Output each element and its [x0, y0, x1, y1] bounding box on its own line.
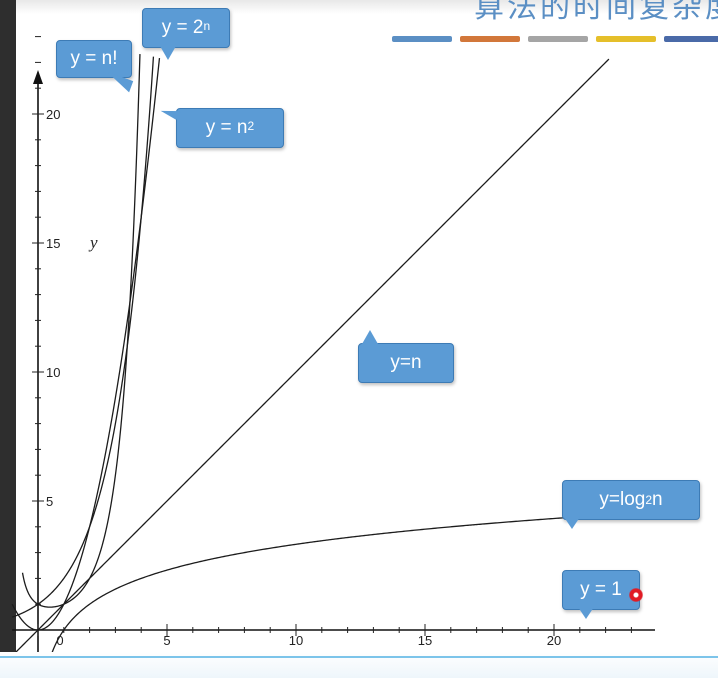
series-line-square: [11, 58, 161, 631]
bubble-factorial-text: y = n!: [70, 48, 118, 69]
bubble-linear: y=n: [358, 343, 454, 383]
y-tick-label: 10: [46, 365, 60, 380]
bubble-logarithmic-tail: [564, 517, 580, 529]
x-tick-label: 15: [418, 633, 432, 648]
title-decoration-bars: [392, 36, 718, 42]
bubble-quadratic-sup: 2: [247, 119, 255, 133]
y-axis-arrow: [33, 70, 43, 84]
bubble-logarithmic-suffix: n: [652, 489, 663, 510]
bubble-constant: y = 1: [562, 570, 640, 610]
title-bar-1: [392, 36, 452, 42]
x-tick-label: 5: [163, 633, 170, 648]
y-tick-label: 15: [46, 236, 60, 251]
bubble-logarithmic-text: y=log: [599, 489, 646, 510]
title-bar-3: [528, 36, 588, 42]
x-tick-label: 0: [56, 633, 63, 648]
chart-axes: [12, 36, 655, 676]
chart-tick-labels: 0 5 10 15 20 5 10 15 20 y: [46, 107, 561, 648]
series-line-factorial: [21, 54, 141, 608]
bubble-logarithmic-sub: 2: [645, 493, 653, 507]
bubble-linear-text: y=n: [390, 352, 422, 373]
y-tick-label: 20: [46, 107, 60, 122]
title-bar-2: [460, 36, 520, 42]
series-line-log2: [46, 512, 632, 668]
y-axis-label: y: [88, 233, 98, 252]
bubble-exponential-tail: [160, 46, 176, 60]
x-tick-label: 10: [289, 633, 303, 648]
slide-title: 算法的时间复杂度: [474, 0, 718, 25]
x-tick-label: 20: [547, 633, 561, 648]
bubble-linear-tail: [362, 330, 378, 344]
y-tick-label: 5: [46, 494, 53, 509]
bubble-logarithmic: y=log 2 n: [562, 480, 700, 520]
title-bar-4: [596, 36, 656, 42]
series-line-identity: [11, 58, 610, 657]
bubble-quadratic-text: y = n: [205, 117, 248, 138]
bubble-exponential-sup: n: [203, 19, 211, 33]
bubble-factorial: y = n!: [56, 40, 132, 78]
window-left-edge: [0, 0, 16, 678]
bubble-constant-text: y = 1: [580, 579, 622, 600]
series-line-exp2: [11, 56, 155, 618]
bubble-constant-tail: [578, 607, 594, 619]
pointer-cursor-dot: [629, 588, 643, 602]
slide-bottom-line: [0, 656, 718, 658]
title-bar-5: [664, 36, 718, 42]
bubble-exponential-text: y = 2: [161, 17, 204, 38]
chart-curves: [11, 54, 632, 668]
